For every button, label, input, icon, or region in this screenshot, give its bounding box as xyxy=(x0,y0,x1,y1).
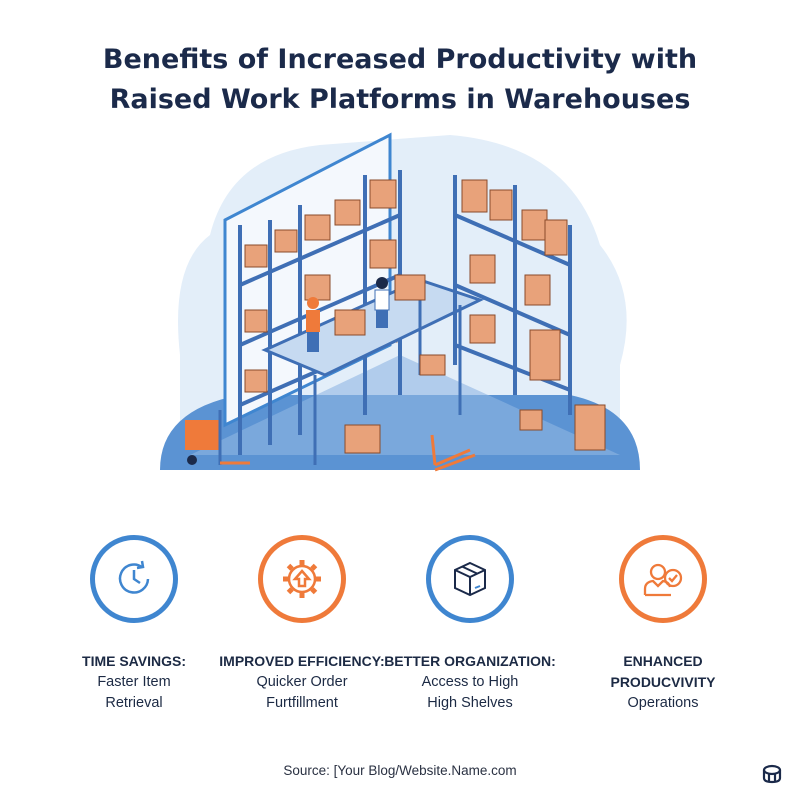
box-icon xyxy=(426,535,514,623)
benefit-text: Access to High xyxy=(421,674,519,690)
benefit-improved-efficiency: IMPROVED EFFICIENCY: Quicker Order Furtf… xyxy=(212,535,392,714)
benefit-text: Quicker Order xyxy=(256,674,348,690)
benefit-title: ENHANCED xyxy=(623,653,703,669)
benefit-text: Operations xyxy=(627,695,699,711)
benefit-text: High Shelves xyxy=(427,695,513,711)
worker-left xyxy=(306,297,320,352)
benefit-text: Retrieval xyxy=(105,695,163,711)
benefit-enhanced-productivity: ENHANCED PRODUCVIVITY Operations xyxy=(573,535,753,714)
benefit-text: Faster Item xyxy=(97,674,171,690)
warehouse-illustration xyxy=(160,132,640,472)
pallet-jack xyxy=(430,434,476,472)
gear-upload-icon xyxy=(258,535,346,623)
benefit-title: BETTER ORGANIZATION: xyxy=(384,653,556,669)
benefit-time-savings: TIME SAVINGS: Faster Item Retrieval xyxy=(44,535,224,714)
worker-check-icon xyxy=(619,535,707,623)
benefit-better-organization: BETTER ORGANIZATION: Access to High High… xyxy=(380,535,560,714)
forklift xyxy=(185,410,250,465)
benefit-title: TIME SAVINGS: xyxy=(82,653,186,669)
worker-right xyxy=(374,277,390,328)
benefit-title: PRODUCVIVITY xyxy=(610,674,716,690)
page-title: Benefits of Increased Productivity with … xyxy=(102,44,698,115)
clock-icon xyxy=(90,535,178,623)
source-text: Source: [Your Blog/Website.Name.com xyxy=(283,763,517,778)
benefit-text: Furtfillment xyxy=(266,695,338,711)
benefit-title: IMPROVED EFFICIENCY: xyxy=(219,653,385,669)
brand-logo-icon xyxy=(762,764,782,784)
